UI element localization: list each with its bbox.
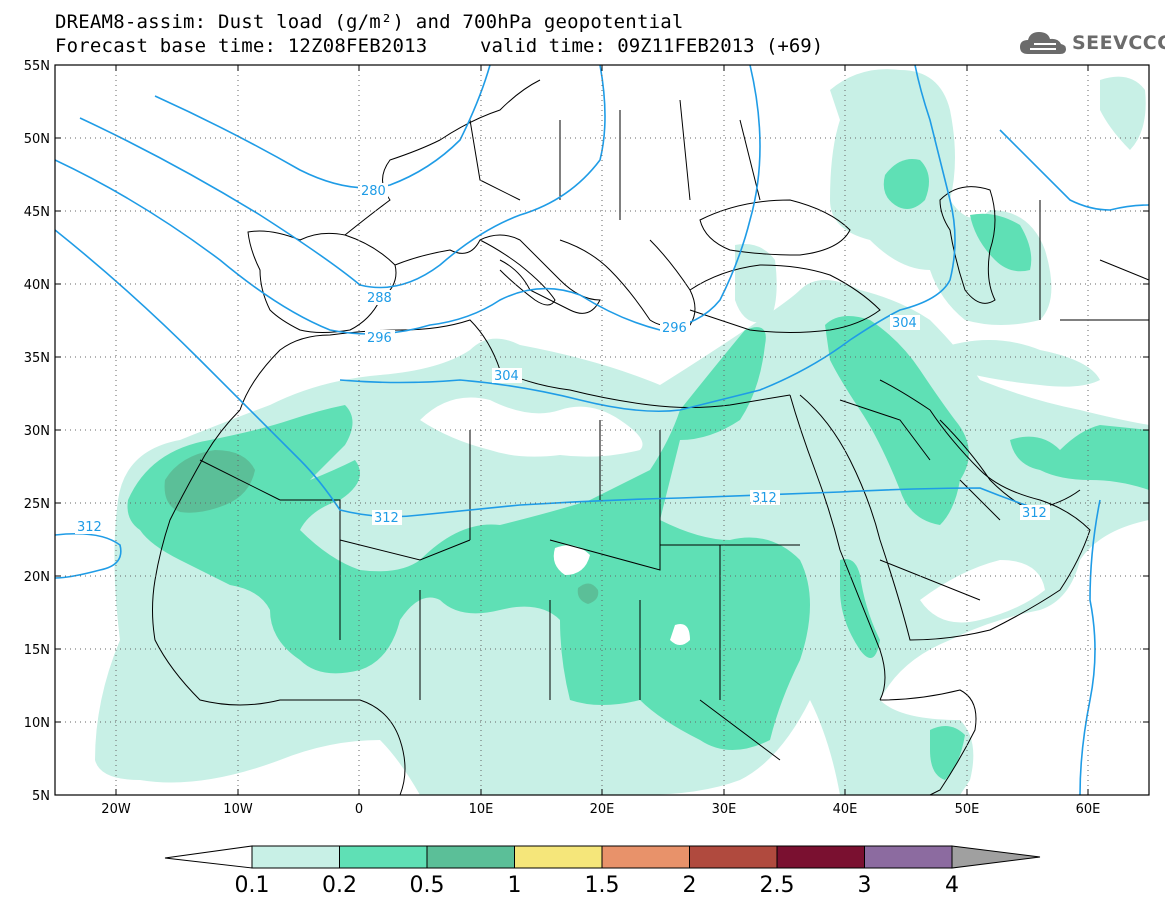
colorbar-tick-label: 2.5 xyxy=(760,873,795,898)
contour-label: 280 xyxy=(361,184,386,199)
colorbar-cell xyxy=(251,845,340,869)
lon-label: 10E xyxy=(469,802,494,817)
colorbar-cell xyxy=(426,845,515,869)
lat-label: 50N xyxy=(24,132,50,147)
lon-label: 20W xyxy=(101,802,131,817)
lon-label: 40E xyxy=(833,802,858,817)
lon-label: 60E xyxy=(1076,802,1101,817)
lat-label: 45N xyxy=(24,205,50,220)
colorbar-tick-label: 4 xyxy=(945,873,959,898)
colorbar-cell xyxy=(776,845,865,869)
valid-time: valid time: 09Z11FEB2013 (+69) xyxy=(480,35,824,57)
contour-label: 312 xyxy=(752,491,777,506)
lon-label: 20E xyxy=(590,802,615,817)
contour-label: 304 xyxy=(494,369,519,384)
longitude-axis: 20W 10W 0 10E 20E 30E 40E 50E 60E xyxy=(101,65,1100,817)
contour-label: 304 xyxy=(892,316,917,331)
dust-heavy-layer xyxy=(164,450,599,604)
logo-text: SEEVCCC xyxy=(1072,32,1165,54)
lat-label: 20N xyxy=(24,570,50,585)
lon-label: 50E xyxy=(955,802,980,817)
lat-label: 40N xyxy=(24,278,50,293)
lat-label: 55N xyxy=(24,59,50,74)
grid-lines xyxy=(55,65,1149,795)
lat-label: 25N xyxy=(24,497,50,512)
colorbar-under-arrow xyxy=(164,845,253,869)
contour-label: 288 xyxy=(367,291,392,306)
seevccc-logo: SEEVCCC xyxy=(1018,28,1165,58)
colorbar-cell xyxy=(339,845,428,869)
dust-holes xyxy=(420,397,1045,645)
title-line-1: DREAM8-assim: Dust load (g/m²) and 700hP… xyxy=(55,11,684,33)
lat-label: 15N xyxy=(24,643,50,658)
colorbar-tick-label: 2 xyxy=(683,873,697,898)
lat-label: 5N xyxy=(32,789,50,804)
colorbar-tick-label: 1.5 xyxy=(585,873,620,898)
lon-label: 10W xyxy=(223,802,253,817)
latitude-axis: 55N 50N 45N 40N 35N 30N 25N 20N 15N 10N … xyxy=(24,59,1149,804)
colorbar-cell xyxy=(689,845,778,869)
dust-fields xyxy=(95,69,1149,795)
cloud-logo-icon xyxy=(1020,32,1066,54)
colorbar-tick-label: 1 xyxy=(508,873,522,898)
lat-label: 30N xyxy=(24,424,50,439)
colorbar-tick-label: 3 xyxy=(858,873,872,898)
colorbar: 0.1 0.2 0.5 1 1.5 2 2.5 3 4 xyxy=(164,845,1041,898)
colorbar-tick-label: 0.5 xyxy=(410,873,445,898)
contour-label: 312 xyxy=(1022,506,1047,521)
contour-labels: 280 288 296 304 312 296 304 312 312 312 xyxy=(75,183,1050,535)
contour-label: 312 xyxy=(77,520,102,535)
lat-label: 10N xyxy=(24,716,50,731)
colorbar-over-arrow xyxy=(951,845,1041,869)
forecast-base-time: Forecast base time: 12Z08FEB2013 xyxy=(55,35,428,57)
colorbar-tick-label: 0.2 xyxy=(322,873,357,898)
lon-label: 30E xyxy=(712,802,737,817)
lat-label: 35N xyxy=(24,351,50,366)
contour-label: 312 xyxy=(374,511,399,526)
colorbar-tick-label: 0.1 xyxy=(235,873,270,898)
contour-label: 296 xyxy=(662,321,687,336)
colorbar-cell xyxy=(514,845,603,869)
colorbar-cell xyxy=(864,845,953,869)
colorbar-cell xyxy=(601,845,690,869)
dust-medium-layer xyxy=(127,159,1149,780)
contour-label: 296 xyxy=(367,331,392,346)
lon-label: 0 xyxy=(355,802,363,817)
